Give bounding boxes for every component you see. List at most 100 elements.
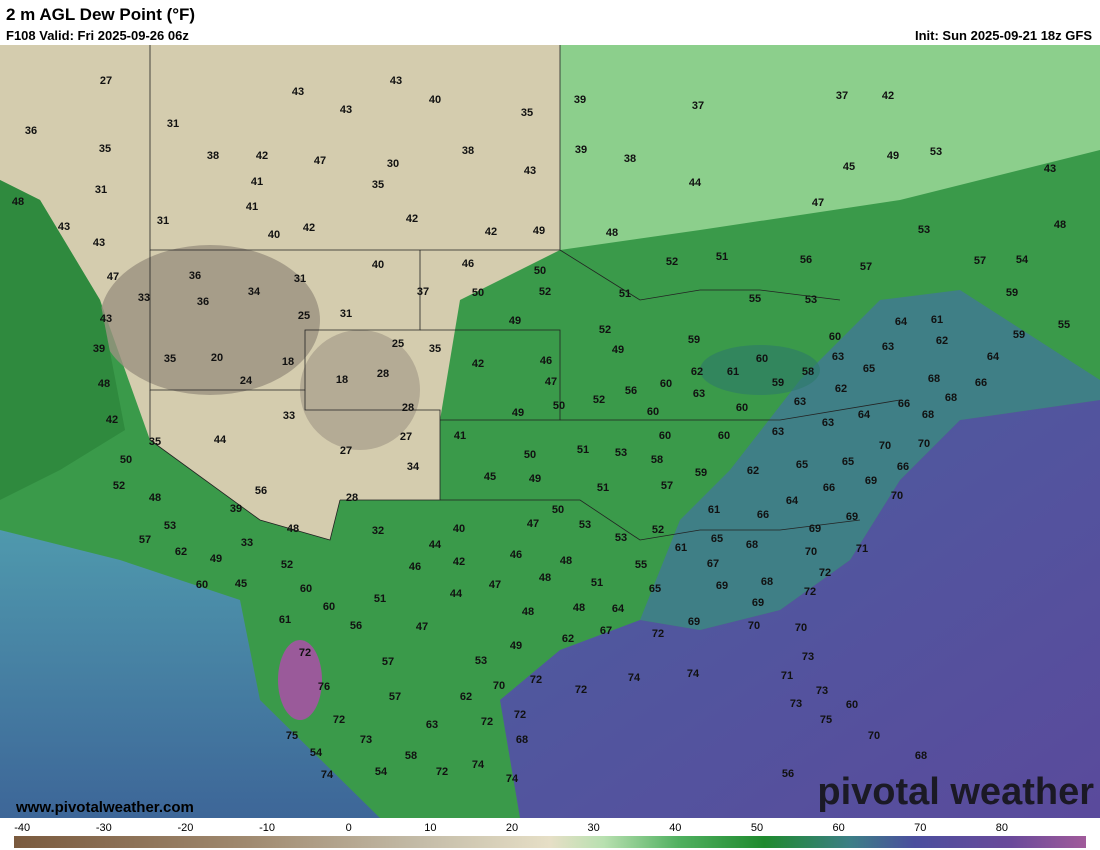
colorbar-tick-label: 80 — [996, 822, 1008, 834]
station-value: 74 — [506, 773, 519, 785]
station-value: 69 — [865, 475, 877, 487]
station-value: 55 — [1058, 319, 1070, 331]
station-value: 48 — [1054, 219, 1066, 231]
station-value: 73 — [802, 651, 814, 663]
station-value: 31 — [95, 184, 107, 196]
station-value: 60 — [300, 583, 312, 595]
station-value: 46 — [409, 561, 421, 573]
station-value: 53 — [579, 519, 591, 531]
station-value: 70 — [891, 490, 903, 502]
station-value: 64 — [987, 351, 1000, 363]
station-value: 49 — [533, 225, 545, 237]
station-value: 62 — [747, 465, 759, 477]
station-value: 68 — [945, 392, 957, 404]
station-value: 52 — [593, 394, 605, 406]
station-value: 48 — [573, 602, 585, 614]
station-value: 61 — [931, 314, 943, 326]
station-value: 69 — [809, 523, 821, 535]
station-value: 39 — [93, 343, 105, 355]
station-value: 48 — [539, 572, 551, 584]
station-value: 60 — [846, 699, 858, 711]
station-value: 53 — [615, 447, 627, 459]
station-value: 36 — [189, 270, 201, 282]
station-value: 20 — [211, 352, 223, 364]
station-value: 72 — [575, 684, 587, 696]
station-value: 31 — [167, 118, 179, 130]
station-value: 55 — [635, 559, 647, 571]
station-value: 43 — [292, 86, 304, 98]
station-value: 72 — [481, 716, 493, 728]
station-value: 53 — [475, 655, 487, 667]
station-value: 46 — [510, 549, 522, 561]
station-value: 48 — [560, 555, 572, 567]
station-value: 58 — [405, 750, 417, 762]
valid-time: F108 Valid: Fri 2025-09-26 06z — [6, 28, 189, 43]
colorbar — [14, 836, 1086, 848]
station-value: 50 — [553, 400, 565, 412]
station-value: 62 — [691, 366, 703, 378]
station-value: 74 — [687, 668, 700, 680]
station-value: 63 — [772, 426, 784, 438]
station-value: 48 — [522, 606, 534, 618]
dry-core — [300, 330, 420, 450]
station-value: 47 — [545, 376, 557, 388]
station-value: 69 — [846, 511, 858, 523]
station-value: 53 — [918, 224, 930, 236]
station-value: 57 — [860, 261, 872, 273]
station-value: 31 — [157, 215, 169, 227]
station-value: 24 — [240, 375, 253, 387]
station-value: 56 — [350, 620, 362, 632]
canada-field — [560, 45, 1100, 250]
init-time: Init: Sun 2025-09-21 18z GFS — [915, 28, 1092, 43]
southeast-humid — [640, 290, 1100, 630]
station-value: 70 — [748, 620, 760, 632]
station-value: 61 — [708, 504, 720, 516]
station-value: 63 — [426, 719, 438, 731]
station-value: 42 — [256, 150, 268, 162]
colorbar-tick-label: 30 — [588, 822, 600, 834]
station-value: 41 — [246, 201, 258, 213]
station-value: 67 — [600, 625, 612, 637]
station-value: 75 — [820, 714, 832, 726]
station-value: 72 — [652, 628, 664, 640]
map-title: 2 m AGL Dew Point (°F) — [6, 5, 195, 24]
station-value: 53 — [805, 294, 817, 306]
station-value: 40 — [429, 94, 441, 106]
station-value: 75 — [286, 730, 298, 742]
station-value: 72 — [436, 766, 448, 778]
station-value: 64 — [858, 409, 871, 421]
station-value: 28 — [402, 402, 414, 414]
station-value: 37 — [417, 286, 429, 298]
station-value: 44 — [429, 539, 442, 551]
station-value: 32 — [372, 525, 384, 537]
station-value: 60 — [323, 601, 335, 613]
station-value: 70 — [918, 438, 930, 450]
station-value: 58 — [802, 366, 814, 378]
station-value: 74 — [628, 672, 641, 684]
colorbar-tick-label: 60 — [832, 822, 844, 834]
station-value: 64 — [895, 316, 908, 328]
station-value: 68 — [761, 576, 773, 588]
station-value: 73 — [790, 698, 802, 710]
station-value: 50 — [472, 287, 484, 299]
station-value: 42 — [472, 358, 484, 370]
station-value: 40 — [268, 229, 280, 241]
station-value: 65 — [796, 459, 808, 471]
borders — [149, 45, 901, 541]
station-value: 60 — [647, 406, 659, 418]
station-value: 47 — [416, 621, 428, 633]
station-value: 49 — [529, 473, 541, 485]
station-value: 68 — [928, 373, 940, 385]
station-value: 33 — [283, 410, 295, 422]
station-value: 73 — [360, 734, 372, 746]
station-value: 52 — [539, 286, 551, 298]
station-value: 43 — [524, 165, 536, 177]
station-value: 63 — [822, 417, 834, 429]
station-value: 70 — [868, 730, 880, 742]
station-value: 30 — [387, 158, 399, 170]
colorbar-tick-label: -30 — [96, 822, 112, 834]
station-value: 68 — [915, 750, 927, 762]
station-value: 72 — [333, 714, 345, 726]
station-value: 18 — [336, 374, 348, 386]
station-value: 37 — [692, 100, 704, 112]
